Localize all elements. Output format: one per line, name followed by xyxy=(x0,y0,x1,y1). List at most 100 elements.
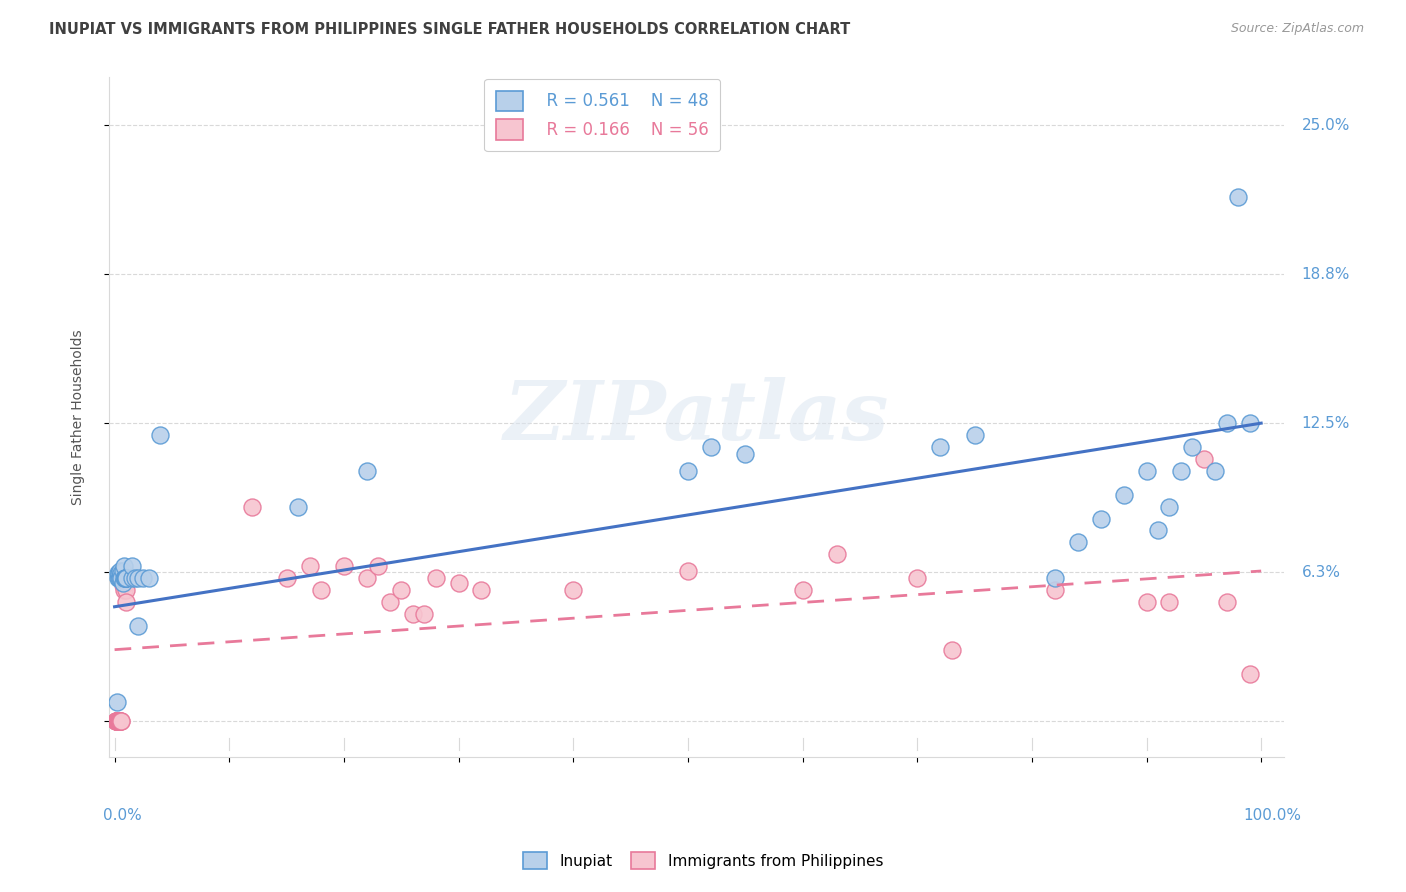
Point xyxy=(1043,583,1066,598)
Point xyxy=(402,607,425,621)
Point xyxy=(1090,511,1112,525)
Point xyxy=(105,714,128,729)
Point xyxy=(107,714,129,729)
Point xyxy=(108,714,131,729)
Point xyxy=(276,571,298,585)
Point xyxy=(562,583,585,598)
Point xyxy=(115,583,138,598)
Point xyxy=(105,714,128,729)
Point xyxy=(356,464,378,478)
Point xyxy=(108,714,131,729)
Point xyxy=(127,619,149,633)
Point xyxy=(115,595,138,609)
Point xyxy=(1239,416,1261,430)
Point xyxy=(110,714,132,729)
Point xyxy=(138,571,160,585)
Point xyxy=(1147,524,1170,538)
Point xyxy=(110,571,132,585)
Point xyxy=(110,571,132,585)
Point xyxy=(825,547,848,561)
Point xyxy=(107,714,129,729)
Text: 25.0%: 25.0% xyxy=(1302,118,1350,133)
Point xyxy=(929,440,952,454)
Point xyxy=(107,714,129,729)
Point xyxy=(114,571,136,585)
Point xyxy=(115,571,138,585)
Point xyxy=(1135,595,1157,609)
Point xyxy=(287,500,309,514)
Point xyxy=(470,583,492,598)
Point xyxy=(1239,666,1261,681)
Point xyxy=(378,595,401,609)
Point xyxy=(111,564,134,578)
Point xyxy=(110,714,132,729)
Text: 12.5%: 12.5% xyxy=(1302,416,1350,431)
Point xyxy=(111,578,134,592)
Point xyxy=(447,575,470,590)
Point xyxy=(1067,535,1090,549)
Text: 18.8%: 18.8% xyxy=(1302,267,1350,282)
Point xyxy=(734,447,756,461)
Point xyxy=(127,571,149,585)
Point xyxy=(110,714,132,729)
Point xyxy=(905,571,928,585)
Point xyxy=(105,695,128,709)
Point xyxy=(108,566,131,581)
Point xyxy=(104,714,127,729)
Point xyxy=(941,642,963,657)
Point xyxy=(413,607,436,621)
Point xyxy=(104,714,127,729)
Point xyxy=(107,566,129,581)
Point xyxy=(114,571,136,585)
Point xyxy=(115,575,138,590)
Point xyxy=(110,714,132,729)
Point xyxy=(107,714,129,729)
Point xyxy=(115,571,138,585)
Y-axis label: Single Father Households: Single Father Households xyxy=(72,329,86,505)
Point xyxy=(1170,464,1192,478)
Point xyxy=(108,571,131,585)
Point xyxy=(1135,464,1157,478)
Point xyxy=(107,714,129,729)
Point xyxy=(389,583,412,598)
Point xyxy=(105,714,128,729)
Point xyxy=(111,575,134,590)
Point xyxy=(1227,189,1250,203)
Text: 100.0%: 100.0% xyxy=(1244,808,1302,823)
Point xyxy=(1216,595,1239,609)
Point xyxy=(1159,595,1181,609)
Point xyxy=(124,571,146,585)
Point xyxy=(112,559,135,574)
Point xyxy=(298,559,321,574)
Point xyxy=(115,571,138,585)
Point xyxy=(104,714,127,729)
Point xyxy=(1159,500,1181,514)
Point xyxy=(1192,451,1215,466)
Point xyxy=(333,559,356,574)
Text: 0.0%: 0.0% xyxy=(103,808,142,823)
Point xyxy=(112,571,135,585)
Text: 6.3%: 6.3% xyxy=(1302,565,1341,580)
Point xyxy=(1216,416,1239,430)
Point xyxy=(105,714,128,729)
Point xyxy=(110,566,132,581)
Point xyxy=(367,559,389,574)
Point xyxy=(309,583,332,598)
Point xyxy=(110,714,132,729)
Point xyxy=(108,714,131,729)
Point xyxy=(1181,440,1204,454)
Legend: Inupiat, Immigrants from Philippines: Inupiat, Immigrants from Philippines xyxy=(517,846,889,875)
Point xyxy=(107,714,129,729)
Point xyxy=(121,559,143,574)
Point xyxy=(676,564,699,578)
Point xyxy=(149,428,172,442)
Point xyxy=(1112,488,1135,502)
Point xyxy=(1043,571,1066,585)
Point xyxy=(105,714,128,729)
Point xyxy=(700,440,723,454)
Text: INUPIAT VS IMMIGRANTS FROM PHILIPPINES SINGLE FATHER HOUSEHOLDS CORRELATION CHAR: INUPIAT VS IMMIGRANTS FROM PHILIPPINES S… xyxy=(49,22,851,37)
Point xyxy=(1204,464,1226,478)
Point xyxy=(108,714,131,729)
Point xyxy=(792,583,814,598)
Legend:   R = 0.561    N = 48,   R = 0.166    N = 56: R = 0.561 N = 48, R = 0.166 N = 56 xyxy=(485,79,720,152)
